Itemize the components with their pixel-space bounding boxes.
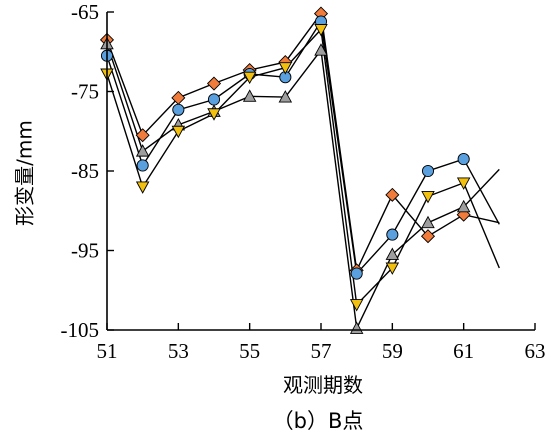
data-point-diamond: [206, 76, 222, 91]
figure-caption: （b）B点: [273, 409, 364, 433]
series-line-diamond: [106, 11, 500, 273]
data-point-triangle-up: [242, 89, 257, 102]
y-tick-label: -65: [71, 0, 99, 24]
data-point-triangle-down: [278, 62, 293, 75]
y-tick-label: -75: [71, 80, 99, 104]
series-line-circle: [106, 19, 500, 276]
data-point-triangle-down: [171, 125, 186, 139]
y-tick-label: -85: [71, 159, 99, 183]
data-point-triangle-up: [456, 199, 471, 213]
data-point-circle: [457, 153, 470, 166]
x-axis-title: 观测期数: [283, 373, 363, 397]
x-tick-label: 51: [97, 339, 118, 363]
data-point-triangle-up: [135, 144, 150, 157]
x-tick-label: 57: [311, 339, 332, 363]
data-point-triangle-up: [385, 247, 400, 260]
data-point-diamond: [420, 229, 436, 244]
series-line-triangle-up: [106, 43, 500, 331]
data-point-triangle-down: [421, 190, 435, 204]
data-point-triangle-up: [278, 90, 293, 103]
data-point-triangle-down: [314, 24, 328, 37]
x-tick-label: 53: [168, 339, 189, 363]
data-point-triangle-up: [421, 215, 435, 229]
data-point-circle: [386, 228, 399, 241]
data-point-circle: [136, 159, 149, 172]
tick-layer: 51 53 55 57 59 61 63 -65 -75 -85 -95 -105: [61, 0, 546, 363]
y-axis-title: 形变量/mm: [13, 120, 37, 226]
data-point-circle: [421, 164, 435, 178]
data-point-triangle-up: [349, 321, 364, 334]
x-tick-label: 55: [239, 339, 260, 363]
data-point-triangle-down: [385, 262, 400, 275]
data-point-triangle-up: [314, 43, 328, 56]
y-tick-label: -105: [61, 318, 100, 342]
data-point-triangle-down: [456, 177, 471, 190]
series-markers: [99, 6, 471, 334]
data-point-triangle-down: [207, 108, 221, 121]
x-tick-label: 63: [525, 339, 546, 363]
data-point-circle: [172, 103, 185, 116]
data-point-triangle-down: [349, 299, 364, 312]
series-line-triangle-down: [106, 27, 500, 307]
x-tick-label: 59: [382, 339, 403, 363]
data-point-circle: [207, 93, 221, 106]
data-point-triangle-down: [135, 181, 150, 194]
data-point-diamond: [385, 187, 400, 202]
series-layer: [99, 6, 500, 334]
data-point-circle: [350, 267, 363, 280]
x-tick-label: 61: [453, 339, 474, 363]
data-point-triangle-down: [242, 71, 257, 85]
series-lines: [106, 11, 500, 331]
data-point-diamond: [135, 128, 150, 143]
y-tick-label: -95: [71, 239, 99, 263]
